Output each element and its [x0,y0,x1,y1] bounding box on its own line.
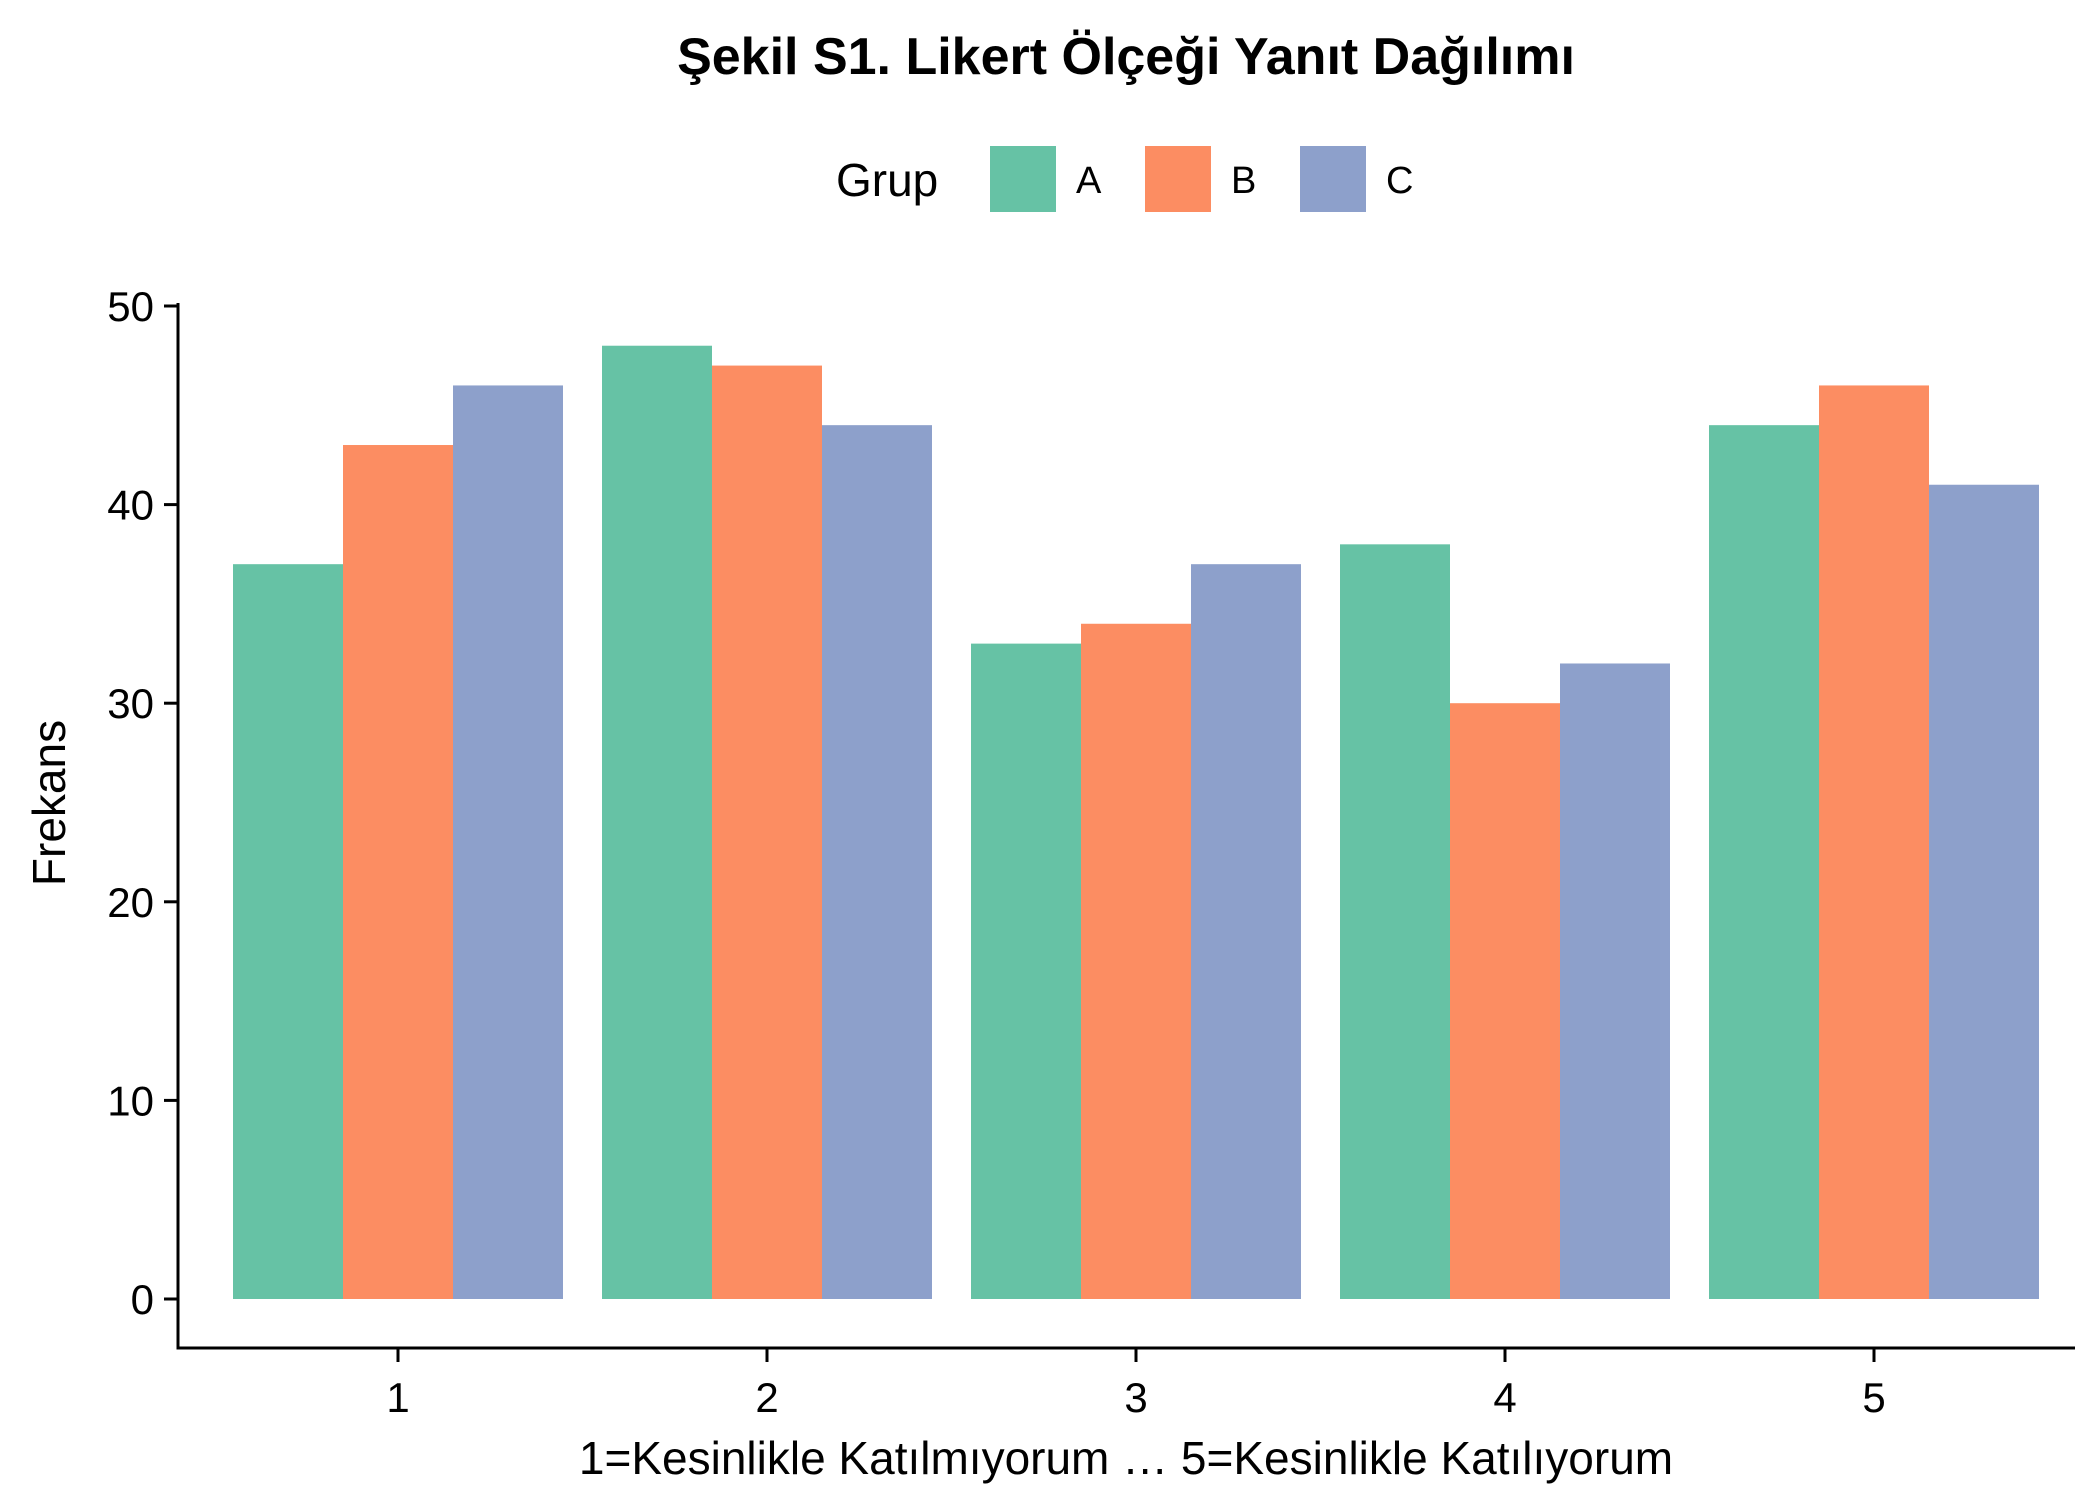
bar-B-2 [712,365,822,1300]
y-tick-label-40: 40 [107,482,154,529]
bar-A-1 [233,564,343,1299]
legend-key-B [1145,146,1211,212]
chart-title: Şekil S1. Likert Ölçeği Yanıt Dağılımı [677,28,1575,86]
bar-A-3 [971,643,1081,1299]
bar-B-1 [343,445,453,1299]
legend-title: Grup [836,154,938,206]
y-tick-label-30: 30 [107,680,154,727]
y-tick-label-50: 50 [107,283,154,330]
bar-B-3 [1081,623,1191,1299]
bar-C-5 [1929,484,2039,1299]
legend-key-A [990,146,1056,212]
bar-C-3 [1191,564,1301,1299]
legend-label-C: C [1386,160,1413,202]
x-axis: 1 2 3 4 5 [176,1346,2075,1421]
y-tick-label-20: 20 [107,879,154,926]
x-tick-label-4: 4 [1493,1374,1516,1421]
x-tick-label-5: 5 [1862,1374,1885,1421]
y-tick-label-10: 10 [107,1077,154,1124]
legend: Grup A B C [836,146,1413,212]
y-axis: 0 10 20 30 40 50 [107,283,180,1348]
bar-B-5 [1819,385,1929,1299]
bar-C-4 [1560,663,1670,1299]
legend-label-B: B [1231,160,1256,202]
bar-C-1 [453,385,563,1299]
bars [233,345,2039,1300]
legend-label-A: A [1076,160,1102,202]
bar-A-2 [602,345,712,1300]
bar-A-5 [1709,425,1819,1299]
bar-C-2 [822,425,932,1299]
x-tick-label-2: 2 [755,1374,778,1421]
bar-A-4 [1340,544,1450,1299]
bar-B-4 [1450,703,1560,1299]
x-tick-label-3: 3 [1124,1374,1147,1421]
legend-key-C [1300,146,1366,212]
y-axis-label: Frekans [23,720,75,886]
x-axis-label: 1=Kesinlikle Katılmıyorum … 5=Kesinlikle… [579,1432,1673,1484]
y-tick-label-0: 0 [131,1276,154,1323]
x-tick-label-1: 1 [386,1374,409,1421]
